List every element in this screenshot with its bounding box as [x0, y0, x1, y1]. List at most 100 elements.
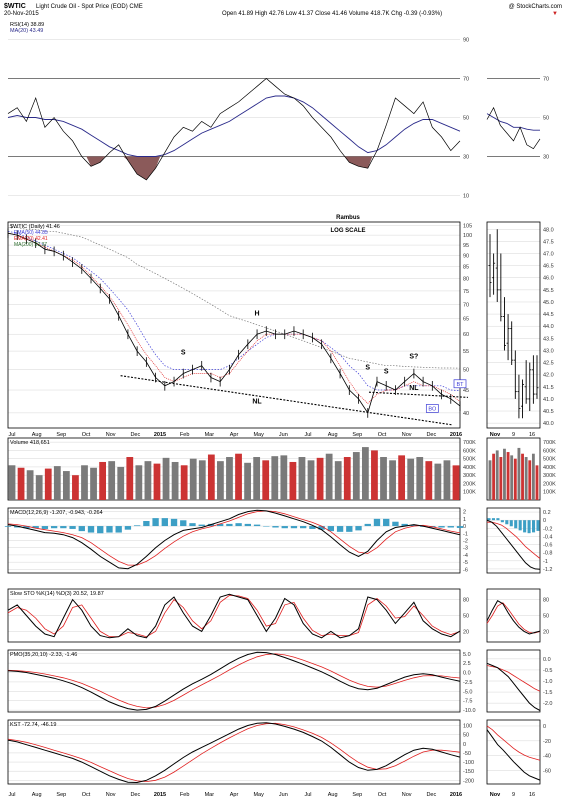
price-zoom-ytick: 43.0: [543, 348, 554, 354]
volume-bar: [407, 458, 415, 500]
x-tick-label: May: [253, 792, 264, 798]
price-zoom-ytick: 42.0: [543, 373, 554, 379]
volume-zoom-bar: [495, 450, 499, 500]
zoom-x-tick-label: Nov: [490, 432, 501, 438]
volume-zoom-ytick: 500K: [543, 457, 556, 463]
pmo-ytick: -10.0: [463, 708, 476, 714]
zoom-x-tick-label: Nov: [490, 792, 501, 798]
x-tick-label: Dec: [130, 432, 140, 438]
rsi-oversold-fill: [86, 156, 105, 167]
macd-ytick: -3: [463, 546, 468, 552]
macd-zoom-main-line: [486, 519, 541, 570]
x-tick-label: Aug: [32, 432, 42, 438]
kst-panel: 100 50 0 -50 -100 -150 -200 0 -20 -40 -60 KST -72.7…: [7, 719, 551, 785]
chart-symbol: $WTIC: [4, 3, 26, 10]
macd-histogram-bar: [383, 518, 390, 527]
volume-bar: [8, 465, 16, 500]
volume-bar: [153, 463, 161, 500]
volume-bar: [389, 460, 396, 500]
volume-bar: [325, 453, 333, 500]
price-ytick: 100: [463, 233, 472, 239]
macd-histogram-bar: [300, 526, 307, 529]
volume-bar: [244, 462, 251, 500]
volume-bar: [26, 470, 34, 500]
x-tick-label: 2015: [154, 432, 166, 438]
macd-histogram-bar: [4, 526, 12, 527]
macd-histogram-bar: [97, 526, 104, 534]
pmo-zoom-main-line: [486, 662, 541, 711]
macd-histogram-bar: [189, 523, 196, 527]
macd-histogram-bar: [41, 526, 49, 529]
price-ytick: 95: [463, 243, 469, 249]
macd-zoom-ytick: -0.4: [543, 534, 552, 540]
rsi-zoom-ytick: 30: [543, 155, 549, 161]
macd-histogram-bar: [309, 526, 316, 529]
macd-frame: [7, 507, 461, 574]
price-ytick: 70: [463, 302, 469, 308]
volume-zoom-bar: [492, 453, 496, 500]
price-zoom-ytick: 47.0: [543, 252, 554, 258]
volume-bar: [371, 450, 378, 500]
rsi-oversold-fill: [344, 156, 373, 169]
price-zoom-ytick: 41.0: [543, 397, 554, 403]
volume-bar: [398, 455, 406, 500]
macd-histogram-bar: [410, 524, 418, 527]
price-ytick: 60: [463, 332, 469, 338]
kst-ytick: -100: [463, 760, 474, 766]
price-ytick: 65: [463, 317, 469, 323]
rsi-zoom-ytick: 50: [543, 116, 549, 122]
volume-zoom-bar: [535, 465, 539, 500]
neckline-upper: [368, 391, 469, 398]
kst-frame: [7, 719, 461, 785]
price-ytick: 45: [463, 388, 469, 394]
stoch-zoom-signal-line: [486, 602, 541, 634]
price-frame: [7, 221, 461, 429]
pmo-legend: PMO(35,20,10) -2.33, -1.46: [10, 652, 77, 658]
volume-ytick: 200K: [463, 481, 476, 487]
pattern-label: H: [255, 311, 260, 318]
macd-histogram-bar: [115, 526, 122, 533]
chart-stats: Open 41.89 High 42.76 Low 41.37 Close 41…: [222, 11, 442, 17]
x-tick-label: Jul: [304, 432, 311, 438]
x-tick-label: Nov: [106, 432, 116, 438]
rsi-oversold-fill: [123, 156, 161, 180]
volume-bar: [452, 465, 460, 500]
price-ytick: 80: [463, 276, 469, 282]
macd-histogram-bar: [198, 524, 205, 527]
kst-ytick: -150: [463, 769, 474, 775]
kst-signal-line: [7, 722, 461, 783]
volume-bar: [189, 458, 197, 500]
volume-zoom-ytick: 100K: [543, 490, 556, 496]
x-tick-label: Sep: [352, 792, 362, 798]
rambus-annotation: Rambus: [336, 215, 360, 221]
volume-zoom-bar: [521, 453, 524, 500]
price-zoom-ytick: 41.5: [543, 385, 554, 391]
macd-zoom-histogram-bar: [491, 518, 496, 521]
macd-zoom-histogram-bar: [514, 520, 518, 529]
x-tick-label: Oct: [82, 792, 91, 798]
rsi-ytick: 90: [463, 38, 469, 44]
price-zoom-ytick: 42.5: [543, 361, 554, 367]
macd-histogram-bar: [23, 526, 30, 529]
volume-bar: [108, 461, 116, 500]
macd-panel: 210-1-2-3-4-5-60.20-0.2-0.4-0.6-0.8-1-1.…: [4, 507, 552, 574]
macd-ytick: 1: [463, 517, 466, 523]
volume-bar: [280, 455, 288, 500]
macd-histogram-bar: [133, 525, 141, 527]
pattern-label: NL: [409, 385, 419, 392]
x-tick-label: Jul: [8, 432, 15, 438]
volume-panel: 100K 100K 200K 200K 300K 300K 400K 400K 500K 500K…: [7, 437, 556, 501]
volume-bar: [99, 461, 107, 500]
volume-ytick: 600K: [463, 448, 476, 454]
volume-bar: [135, 465, 143, 500]
macd-histogram-bar: [263, 526, 270, 527]
x-tick-label: Dec: [426, 432, 436, 438]
macd-histogram-bar: [392, 521, 399, 527]
x-tick-label: Jun: [279, 792, 288, 798]
pattern-label: BT: [456, 382, 464, 388]
stoch-zoom-frame: [486, 588, 541, 643]
volume-bar: [217, 461, 224, 500]
macd-ytick: 0: [463, 524, 466, 530]
kst-ytick: -50: [463, 751, 471, 757]
volume-bar: [298, 457, 306, 500]
